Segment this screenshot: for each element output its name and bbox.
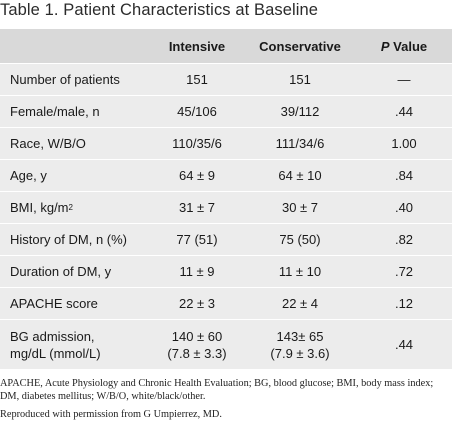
row-conservative: 30 ± 7 (281, 200, 319, 215)
table-row: History of DM, n (%) 77 (51) 75 (50) .82 (0, 224, 452, 256)
table-row: Race, W/B/O 110/35/6 111/34/6 1.00 (0, 128, 452, 160)
table-row: Age, y 64 ± 9 64 ± 10 .84 (0, 160, 452, 192)
row-intensive: 110/35/6 (172, 136, 222, 151)
header-p-italic: P (380, 38, 390, 54)
row-label-line2: mg/dL (mmol/L) (10, 345, 101, 361)
row-label-main: BMI, kg/m (10, 200, 69, 215)
row-p-value: .72 (394, 264, 414, 279)
table-title: Table 1. Patient Characteristics at Base… (0, 1, 319, 19)
table-row: BMI, kg/m 2 31 ± 7 30 ± 7 .40 (0, 192, 452, 224)
row-label: BMI, kg/m 2 (10, 200, 73, 215)
table-row: Number of patients 151 151 — (0, 64, 452, 96)
row-p-value: .12 (394, 296, 414, 311)
row-conservative: 151 (289, 72, 311, 87)
row-p-value: .40 (394, 200, 414, 215)
table-row: BG admission, mg/dL (mmol/L) 140 ± 60 (7… (0, 320, 452, 369)
row-p-value: .44 (394, 337, 414, 352)
header-label (10, 29, 160, 63)
row-conservative: 11 ± 10 (278, 264, 322, 279)
row-conservative: 39/112 (280, 104, 320, 119)
row-conservative: 75 (50) (279, 232, 321, 247)
table-row: Duration of DM, y 11 ± 9 11 ± 10 .72 (0, 256, 452, 288)
row-intensive: 31 ± 7 (178, 200, 216, 215)
row-p-value: 1.00 (391, 136, 417, 151)
table-credit: Reproduced with permission from G Umpier… (0, 409, 222, 420)
row-intensive-line1: 140 ± 60 (171, 328, 223, 344)
row-intensive: 64 ± 9 (178, 168, 216, 183)
header-intensive: Intensive (168, 38, 226, 54)
row-intensive: 45/106 (177, 104, 217, 119)
row-conservative: 143± 65 (7.9 ± 3.6) (244, 320, 356, 369)
row-intensive: 140 ± 60 (7.8 ± 3.3) (150, 320, 244, 369)
row-conservative: 64 ± 10 (278, 168, 322, 183)
header-p-rest: Value (389, 38, 428, 54)
row-label: Female/male, n (10, 104, 100, 119)
row-p-value: — (397, 72, 411, 87)
header-conservative: Conservative (259, 38, 341, 54)
row-intensive: 22 ± 3 (178, 296, 216, 311)
row-label: BG admission, mg/dL (mmol/L) (10, 320, 160, 369)
row-conservative-line1: 143± 65 (276, 328, 324, 344)
row-label: History of DM, n (%) (10, 232, 128, 247)
row-p-value: .82 (394, 232, 414, 247)
row-intensive: 77 (51) (176, 232, 218, 247)
table-row: APACHE score 22 ± 3 22 ± 4 .12 (0, 288, 452, 320)
row-label: Duration of DM, y (10, 264, 112, 279)
header-p-value: P Value (356, 29, 452, 63)
row-label: APACHE score (10, 296, 98, 311)
row-intensive: 151 (186, 72, 208, 87)
row-intensive-line2: (7.8 ± 3.3) (167, 345, 227, 361)
row-p-value: .44 (394, 104, 414, 119)
row-conservative: 111/34/6 (275, 136, 325, 151)
baseline-table: Intensive Conservative P Value Number of… (0, 29, 452, 369)
row-conservative-line2: (7.9 ± 3.6) (270, 345, 330, 361)
table-header: Intensive Conservative P Value (0, 29, 452, 64)
row-label: Number of patients (10, 72, 120, 87)
row-label: Age, y (10, 168, 47, 183)
table-footnote: APACHE, Acute Physiology and Chronic Hea… (0, 378, 434, 402)
row-label: Race, W/B/O (10, 136, 86, 151)
row-label-line1: BG admission, (10, 328, 95, 344)
row-conservative: 22 ± 4 (281, 296, 319, 311)
table-row: Female/male, n 45/106 39/112 .44 (0, 96, 452, 128)
row-intensive: 11 ± 9 (179, 264, 215, 279)
row-p-value: .84 (394, 168, 414, 183)
